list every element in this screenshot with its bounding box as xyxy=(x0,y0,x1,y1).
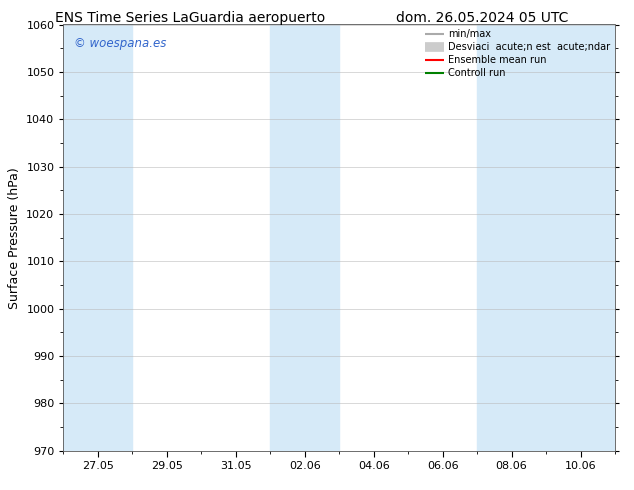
Text: dom. 26.05.2024 05 UTC: dom. 26.05.2024 05 UTC xyxy=(396,11,568,25)
Legend: min/max, Desviaci  acute;n est  acute;ndar, Ensemble mean run, Controll run: min/max, Desviaci acute;n est acute;ndar… xyxy=(422,26,613,81)
Bar xyxy=(63,24,133,451)
Y-axis label: Surface Pressure (hPa): Surface Pressure (hPa) xyxy=(8,167,21,309)
Text: ENS Time Series LaGuardia aeropuerto: ENS Time Series LaGuardia aeropuerto xyxy=(55,11,325,25)
Bar xyxy=(270,24,339,451)
Text: © woespana.es: © woespana.es xyxy=(74,37,167,50)
Bar xyxy=(477,24,615,451)
